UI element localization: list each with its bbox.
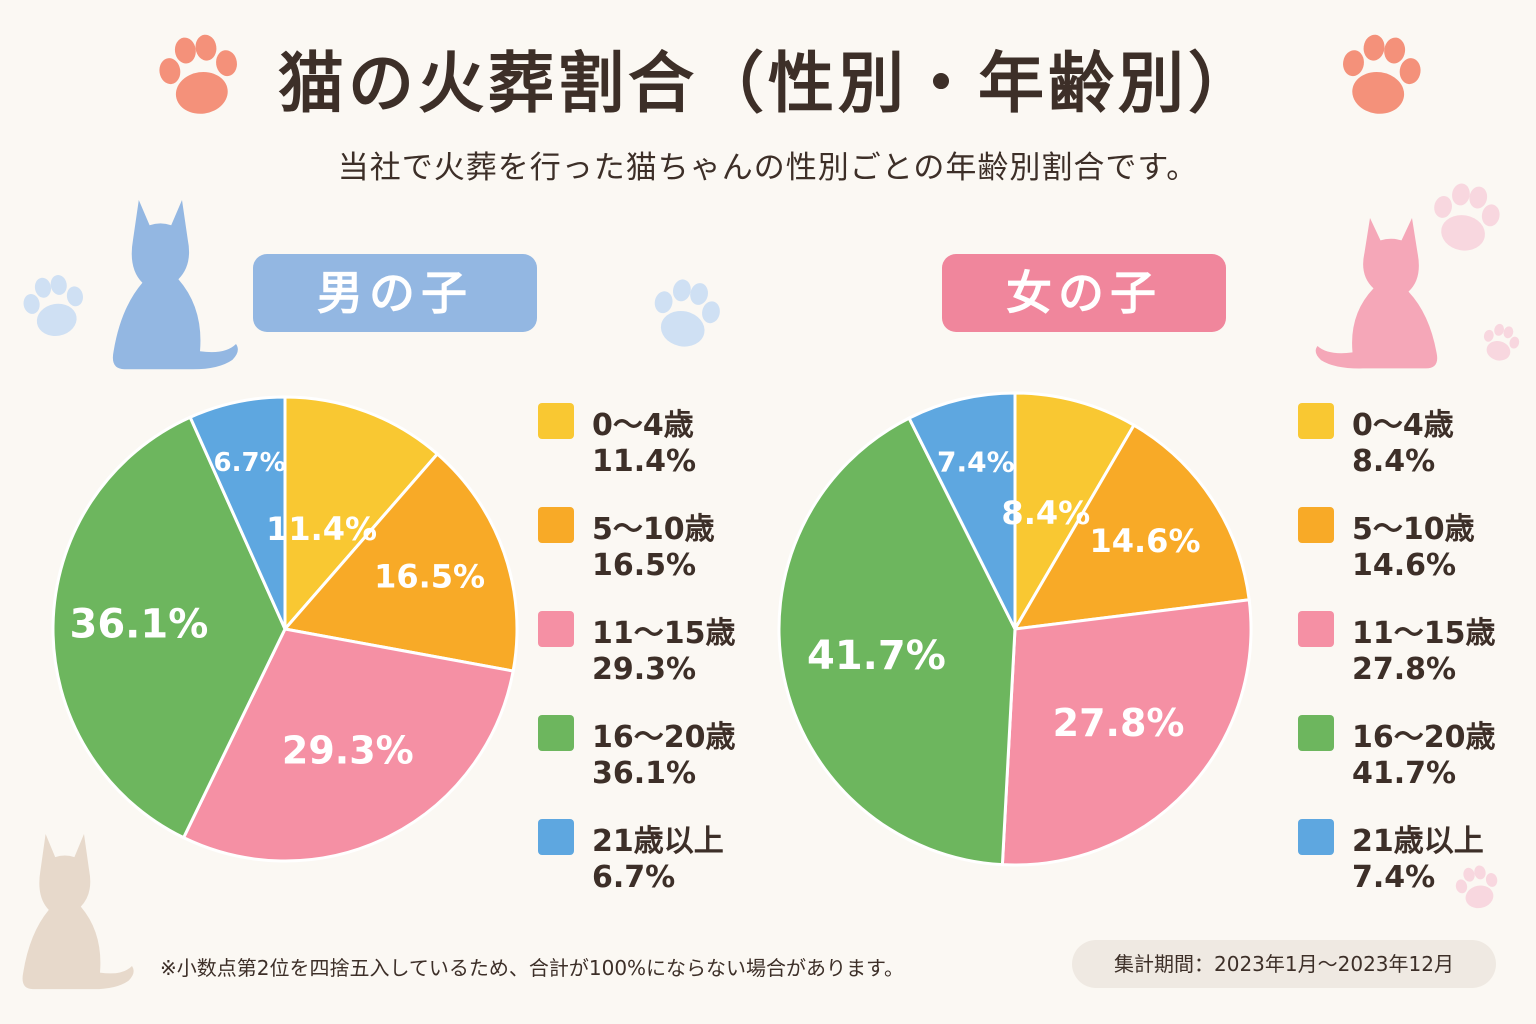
slice-value-label: 16.5% <box>374 558 485 596</box>
legend-swatch <box>538 715 574 751</box>
slice-value-label: 11.4% <box>266 510 377 548</box>
legend-girl: 0～4歳 8.4% 5～10歳 14.6% 11～15歳 27.8% 16～20… <box>1298 400 1528 920</box>
legend-item: 16～20歳 36.1% <box>538 712 768 816</box>
legend-item: 21歳以上 6.7% <box>538 816 768 920</box>
legend-label: 11～15歳 <box>592 616 736 651</box>
pie-slice <box>283 395 440 634</box>
legend-boy: 0～4歳 11.4% 5～10歳 16.5% 11～15歳 29.3% 16～2… <box>538 400 768 920</box>
page-title: 猫の火葬割合（性別・年齢別） <box>278 45 1258 122</box>
legend-swatch <box>538 403 574 439</box>
legend-swatch <box>538 611 574 647</box>
paw-icon <box>19 271 90 341</box>
paw-icon <box>646 274 726 353</box>
slice-value-label: 6.7% <box>214 448 286 478</box>
pie-slice <box>51 415 287 840</box>
legend-label: 0～4歳 <box>592 408 694 443</box>
legend-swatch <box>538 507 574 543</box>
legend-item: 16～20歳 41.7% <box>1298 712 1528 816</box>
legend-swatch <box>1298 715 1334 751</box>
pie-slice <box>1000 598 1253 867</box>
legend-swatch <box>1298 403 1334 439</box>
pie-slice <box>282 451 519 673</box>
page-subtitle: 当社で火葬を行った猫ちゃんの性別ごとの年齢別割合です。 <box>337 150 1199 186</box>
legend-item: 0～4歳 8.4% <box>1298 400 1528 504</box>
slice-value-label: 7.4% <box>937 446 1015 479</box>
legend-swatch <box>1298 507 1334 543</box>
pie-chart-girl: 8.4%14.6% 27.8% 41.7% 7.4% <box>777 391 1253 867</box>
legend-value: 41.7% <box>1352 756 1457 791</box>
legend-value: 8.4% <box>1352 444 1436 479</box>
group-label-girl: 女の子 <box>942 254 1226 332</box>
pie-slice <box>1012 423 1251 631</box>
legend-item: 5～10歳 14.6% <box>1298 504 1528 608</box>
pie-slice <box>1013 391 1137 635</box>
legend-item: 5～10歳 16.5% <box>538 504 768 608</box>
legend-label: 21歳以上 <box>592 824 724 859</box>
legend-swatch <box>1298 611 1334 647</box>
paw-icon <box>1427 179 1504 256</box>
pie-slice <box>188 395 287 630</box>
pie-chart-boy: 11.4% 16.5% 29.3% 36.1% 6.7% <box>51 395 519 863</box>
legend-item: 11～15歳 27.8% <box>1298 608 1528 712</box>
slice-value-label: 14.6% <box>1089 522 1200 560</box>
slice-value-label: 8.4% <box>1001 494 1090 532</box>
cat-silhouette-icon <box>1315 218 1438 369</box>
legend-value: 36.1% <box>592 756 697 791</box>
legend-label: 16～20歳 <box>592 720 736 755</box>
slice-value-label: 29.3% <box>282 729 414 773</box>
paw-icon <box>1478 320 1523 365</box>
legend-label: 0～4歳 <box>1352 408 1454 443</box>
slice-value-label: 36.1% <box>70 602 209 648</box>
slice-value-label: 27.8% <box>1053 701 1185 745</box>
legend-label: 5～10歳 <box>1352 512 1475 547</box>
legend-label: 21歳以上 <box>1352 824 1484 859</box>
legend-value: 27.8% <box>1352 652 1457 687</box>
legend-label: 16～20歳 <box>1352 720 1496 755</box>
legend-value: 7.4% <box>1352 860 1436 895</box>
legend-item: 21歳以上 7.4% <box>1298 816 1528 920</box>
footnote: ※小数点第2位を四捨五入しているため、合計が100%にならない場合があります。 <box>160 956 905 980</box>
cat-silhouette-icon <box>112 200 238 370</box>
legend-value: 11.4% <box>592 444 697 479</box>
group-label-boy: 男の子 <box>253 254 537 332</box>
legend-item: 11～15歳 29.3% <box>538 608 768 712</box>
legend-swatch <box>538 819 574 855</box>
slice-value-label: 41.7% <box>807 633 946 679</box>
legend-value: 29.3% <box>592 652 697 687</box>
legend-label: 11～15歳 <box>1352 616 1496 651</box>
legend-swatch <box>1298 819 1334 855</box>
legend-value: 14.6% <box>1352 548 1457 583</box>
legend-item: 0～4歳 11.4% <box>538 400 768 504</box>
period-badge: 集計期間：2023年1月～2023年12月 <box>1072 940 1496 988</box>
pie-slice <box>777 416 1017 867</box>
pie-slice <box>181 627 515 863</box>
legend-label: 5～10歳 <box>592 512 715 547</box>
pie-slice <box>907 391 1017 630</box>
legend-value: 6.7% <box>592 860 676 895</box>
legend-value: 16.5% <box>592 548 697 583</box>
